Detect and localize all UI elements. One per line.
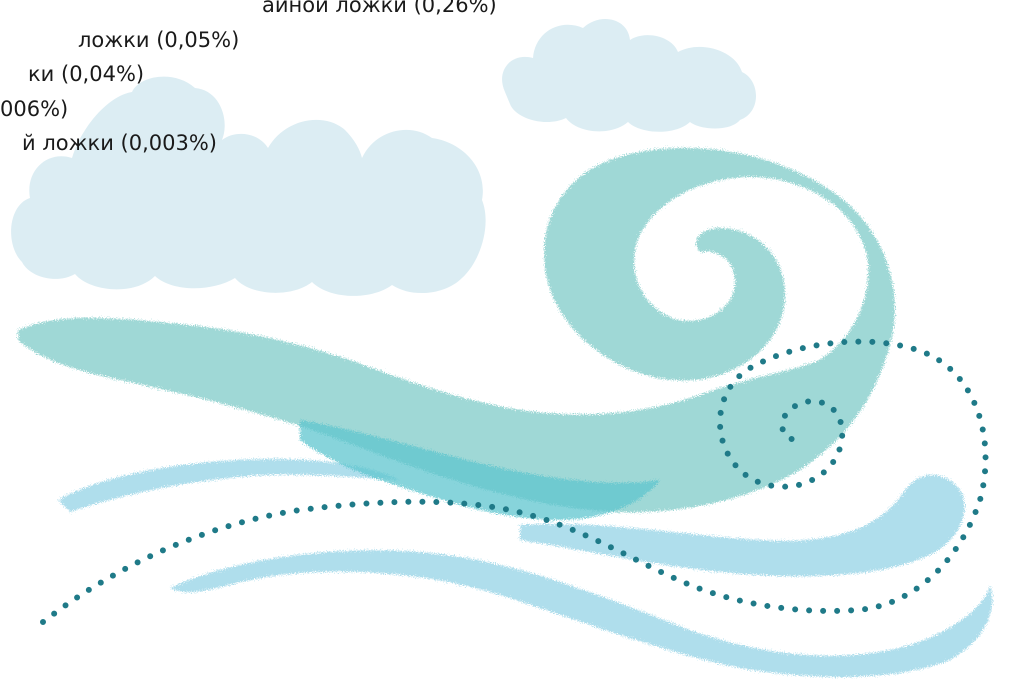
deep-wave-band	[300, 420, 660, 520]
text-block: айной ложки (0,26%) ложки (0,05%) ки (0,…	[0, 0, 497, 161]
large-cloud	[11, 76, 486, 296]
lower-wave-left	[58, 459, 400, 512]
lower-wave-bottom	[170, 550, 993, 678]
text-line: ложки (0,05%)	[78, 27, 240, 52]
text-line: й ложки (0,003%)	[22, 131, 217, 155]
main-wave	[18, 147, 895, 513]
dotted-path	[40, 338, 989, 625]
text-line: ки (0,04%)	[28, 62, 145, 86]
small-cloud	[502, 18, 756, 132]
lower-wave-right	[520, 475, 965, 577]
text-line: 006%)	[0, 96, 69, 121]
text-line: айной ложки (0,26%)	[262, 0, 497, 17]
